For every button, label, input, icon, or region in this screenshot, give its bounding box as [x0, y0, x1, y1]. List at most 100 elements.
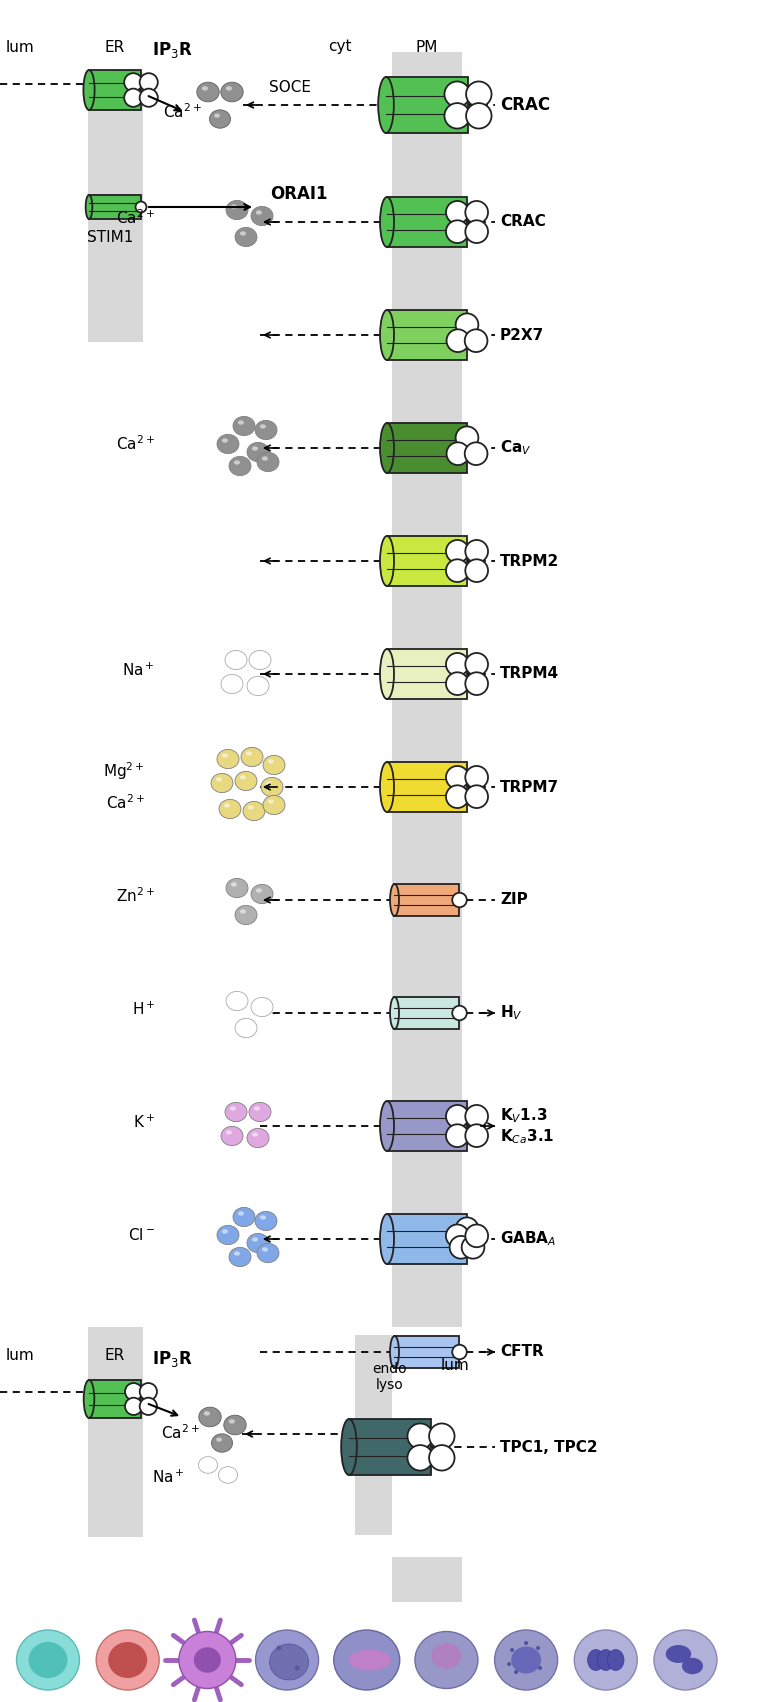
Ellipse shape [240, 776, 246, 780]
Ellipse shape [536, 1646, 540, 1649]
Ellipse shape [390, 883, 399, 916]
Text: Ca$^{2+}$: Ca$^{2+}$ [161, 1423, 200, 1442]
FancyBboxPatch shape [349, 1419, 431, 1476]
Ellipse shape [462, 1236, 484, 1259]
Bar [88, 1328, 143, 1537]
Text: Na$^+$: Na$^+$ [152, 1469, 185, 1486]
Ellipse shape [222, 754, 228, 757]
Text: Na$^+$: Na$^+$ [122, 662, 155, 679]
Ellipse shape [226, 87, 232, 90]
Text: TPC1, TPC2: TPC1, TPC2 [500, 1440, 597, 1455]
Text: ZIP: ZIP [500, 892, 528, 907]
Text: Ca$^{2+}$: Ca$^{2+}$ [164, 102, 202, 121]
Ellipse shape [380, 310, 394, 361]
Ellipse shape [221, 1127, 243, 1145]
Ellipse shape [225, 1103, 247, 1122]
Ellipse shape [257, 453, 279, 471]
Ellipse shape [446, 1105, 469, 1128]
Ellipse shape [294, 1666, 300, 1670]
FancyBboxPatch shape [387, 1101, 467, 1151]
Ellipse shape [507, 1661, 511, 1666]
Text: TRPM4: TRPM4 [500, 667, 559, 681]
Text: cyt: cyt [329, 39, 352, 54]
Ellipse shape [219, 1467, 238, 1484]
Ellipse shape [465, 328, 488, 352]
Bar [392, 53, 462, 1602]
Text: Ca$^{2+}$: Ca$^{2+}$ [117, 434, 155, 453]
FancyBboxPatch shape [387, 1214, 467, 1265]
Text: CFTR: CFTR [500, 1345, 544, 1360]
Text: H$_V$: H$_V$ [500, 1004, 523, 1023]
Ellipse shape [256, 1631, 319, 1690]
FancyBboxPatch shape [89, 196, 141, 220]
Text: ORAI1: ORAI1 [270, 186, 328, 203]
Bar [355, 1334, 425, 1535]
Ellipse shape [231, 996, 237, 999]
Ellipse shape [229, 1419, 235, 1423]
Text: ER: ER [105, 39, 125, 54]
Ellipse shape [407, 1423, 433, 1448]
Ellipse shape [466, 540, 488, 563]
Ellipse shape [108, 1642, 147, 1678]
Ellipse shape [247, 443, 269, 461]
FancyBboxPatch shape [387, 197, 467, 247]
Text: lum: lum [5, 1348, 34, 1363]
Text: STIM1: STIM1 [87, 230, 133, 245]
Ellipse shape [235, 1018, 257, 1038]
Text: IP$_3$R: IP$_3$R [152, 1350, 193, 1368]
Ellipse shape [380, 648, 394, 700]
Ellipse shape [124, 73, 142, 92]
Ellipse shape [268, 759, 274, 764]
Ellipse shape [429, 1423, 454, 1448]
Ellipse shape [466, 766, 488, 788]
Ellipse shape [203, 1460, 208, 1464]
Ellipse shape [225, 650, 247, 669]
Ellipse shape [256, 888, 262, 892]
Ellipse shape [252, 1132, 258, 1137]
Text: P2X7: P2X7 [500, 327, 544, 342]
Ellipse shape [431, 1642, 462, 1668]
Ellipse shape [334, 1631, 400, 1690]
Ellipse shape [217, 749, 239, 769]
Ellipse shape [84, 1380, 95, 1418]
Ellipse shape [269, 1644, 309, 1680]
Ellipse shape [233, 417, 255, 436]
Ellipse shape [266, 781, 272, 786]
Ellipse shape [216, 778, 222, 781]
FancyBboxPatch shape [387, 536, 467, 585]
Ellipse shape [446, 672, 469, 694]
Text: H$^+$: H$^+$ [132, 1001, 155, 1018]
Ellipse shape [466, 560, 488, 582]
Ellipse shape [124, 89, 142, 107]
Ellipse shape [456, 313, 478, 335]
Ellipse shape [276, 1646, 282, 1651]
FancyBboxPatch shape [387, 310, 467, 361]
Ellipse shape [204, 1411, 210, 1416]
Ellipse shape [466, 220, 488, 243]
Ellipse shape [226, 201, 248, 220]
Ellipse shape [139, 89, 157, 107]
Ellipse shape [447, 443, 469, 465]
Ellipse shape [96, 1631, 159, 1690]
Text: Ca$_V$: Ca$_V$ [500, 439, 531, 458]
Ellipse shape [341, 1419, 357, 1476]
Ellipse shape [233, 1207, 255, 1227]
Ellipse shape [234, 1251, 240, 1256]
Ellipse shape [268, 800, 274, 803]
Ellipse shape [654, 1631, 717, 1690]
Ellipse shape [226, 991, 248, 1011]
Ellipse shape [198, 1457, 217, 1474]
Ellipse shape [378, 77, 394, 133]
Text: CRAC: CRAC [500, 214, 546, 230]
Ellipse shape [226, 679, 232, 683]
Ellipse shape [263, 795, 285, 815]
Ellipse shape [665, 1646, 691, 1663]
Ellipse shape [257, 1244, 279, 1263]
Ellipse shape [261, 778, 283, 797]
Ellipse shape [390, 997, 399, 1030]
Ellipse shape [224, 1414, 246, 1435]
Ellipse shape [251, 206, 273, 226]
Text: endo
lyso: endo lyso [372, 1362, 407, 1392]
FancyBboxPatch shape [89, 1380, 141, 1418]
Ellipse shape [241, 747, 263, 766]
